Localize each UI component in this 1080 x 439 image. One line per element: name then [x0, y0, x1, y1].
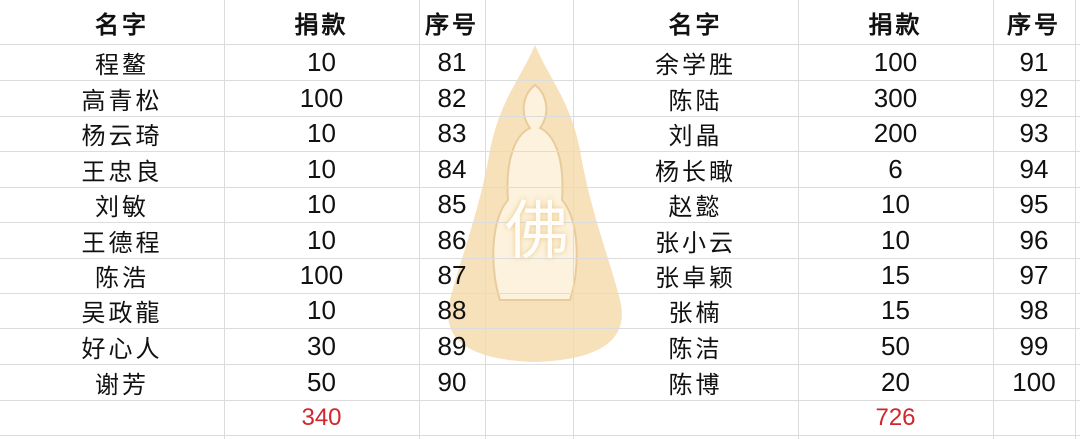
donation-amount-cell[interactable]: 10 [307, 295, 336, 325]
sequence-number-cell[interactable]: 94 [1019, 153, 1049, 184]
donation-amount-cell[interactable]: 10 [881, 224, 910, 255]
donation-amount-cell[interactable]: 50 [307, 366, 336, 397]
sequence-number-cell[interactable]: 91 [1019, 46, 1049, 77]
sequence-number-cell[interactable]: 88 [437, 295, 467, 325]
donation-amount-cell[interactable]: 10 [307, 118, 336, 148]
header-amount[interactable]: 捐款 [868, 9, 923, 39]
donor-name-cell[interactable]: 陈博 [668, 370, 723, 399]
sequence-number-cell[interactable]: 85 [437, 189, 467, 219]
donation-amount-cell[interactable]: 50 [881, 330, 910, 361]
donation-amount-cell[interactable]: 100 [299, 82, 344, 113]
donor-name-cell[interactable]: 王忠良 [81, 157, 163, 186]
donation-amount-cell[interactable]: 20 [881, 366, 910, 397]
grid-column-line [1075, 0, 1076, 439]
sequence-number-cell[interactable]: 97 [1019, 260, 1049, 290]
donation-total-cell[interactable]: 726 [875, 403, 916, 431]
sequence-number-cell[interactable]: 86 [437, 224, 467, 255]
sequence-number-cell[interactable]: 81 [437, 46, 467, 77]
grid-row-line [0, 187, 1080, 188]
header-amount[interactable]: 捐款 [294, 9, 349, 39]
grid-column-line [573, 0, 574, 439]
donor-name-cell[interactable]: 刘敏 [95, 193, 149, 221]
donor-name-cell[interactable]: 张小云 [655, 228, 736, 257]
donor-name-cell[interactable]: 陈浩 [95, 264, 149, 292]
donor-name-cell[interactable]: 王德程 [81, 228, 163, 257]
donation-total-cell[interactable]: 340 [301, 403, 342, 431]
sequence-number-cell[interactable]: 100 [1012, 366, 1056, 397]
sequence-number-cell[interactable]: 92 [1019, 82, 1049, 113]
sequence-number-cell[interactable]: 93 [1019, 118, 1049, 148]
sequence-number-cell[interactable]: 98 [1019, 295, 1049, 325]
grid-row-line [0, 400, 1080, 401]
grid-row-line [0, 328, 1080, 329]
grid-row-line [0, 151, 1080, 152]
header-name[interactable]: 名字 [95, 9, 149, 39]
donation-amount-cell[interactable]: 200 [873, 118, 918, 148]
grid-column-line [224, 0, 225, 439]
donation-amount-cell[interactable]: 10 [881, 189, 910, 219]
donor-name-cell[interactable]: 谢芳 [95, 370, 149, 399]
grid-row-line [0, 364, 1080, 365]
sequence-number-cell[interactable]: 95 [1019, 189, 1049, 219]
grid-column-line [419, 0, 420, 439]
donor-name-cell[interactable]: 张楠 [668, 299, 723, 327]
donor-name-cell[interactable]: 张卓颖 [655, 264, 736, 292]
donor-name-cell[interactable]: 杨长瞰 [655, 157, 736, 186]
grid-row-line [0, 293, 1080, 294]
grid-row-line [0, 435, 1080, 436]
sequence-number-cell[interactable]: 90 [437, 366, 467, 397]
donor-name-cell[interactable]: 吴政龍 [81, 299, 163, 327]
sequence-number-cell[interactable]: 83 [437, 118, 467, 148]
donor-name-cell[interactable]: 高青松 [81, 86, 163, 115]
donation-amount-cell[interactable]: 15 [881, 295, 910, 325]
grid-row-line [0, 44, 1080, 45]
donor-name-cell[interactable]: 陈洁 [668, 334, 723, 363]
sequence-number-cell[interactable]: 89 [437, 330, 467, 361]
donor-name-cell[interactable]: 杨云琦 [81, 122, 163, 150]
donation-amount-cell[interactable]: 100 [873, 46, 918, 77]
grid-row-line [0, 116, 1080, 117]
header-name[interactable]: 名字 [668, 9, 723, 39]
donor-name-cell[interactable]: 程鳌 [95, 50, 149, 79]
donor-name-cell[interactable]: 赵懿 [668, 193, 723, 221]
grid-row-line [0, 80, 1080, 81]
donor-name-cell[interactable]: 陈陆 [668, 86, 723, 115]
donation-amount-cell[interactable]: 15 [881, 260, 910, 290]
sequence-number-cell[interactable]: 82 [437, 82, 467, 113]
grid-row-line [0, 258, 1080, 259]
donation-amount-cell[interactable]: 300 [873, 82, 918, 113]
grid-column-line [485, 0, 486, 439]
header-seq[interactable]: 序号 [1007, 9, 1061, 39]
donor-name-cell[interactable]: 余学胜 [655, 50, 736, 79]
donation-amount-cell[interactable]: 6 [888, 153, 903, 184]
sequence-number-cell[interactable]: 96 [1019, 224, 1049, 255]
donation-amount-cell[interactable]: 10 [307, 224, 336, 255]
grid-column-line [993, 0, 994, 439]
donor-name-cell[interactable]: 刘晶 [668, 122, 723, 150]
donation-amount-cell[interactable]: 10 [307, 153, 336, 184]
sequence-number-cell[interactable]: 99 [1019, 330, 1049, 361]
donation-amount-cell[interactable]: 100 [299, 260, 344, 290]
sequence-number-cell[interactable]: 87 [437, 260, 467, 290]
sequence-number-cell[interactable]: 84 [437, 153, 467, 184]
header-seq[interactable]: 序号 [425, 9, 479, 39]
donation-amount-cell[interactable]: 10 [307, 189, 336, 219]
grid-row-line [0, 222, 1080, 223]
donation-amount-cell[interactable]: 30 [307, 330, 336, 361]
donation-amount-cell[interactable]: 10 [307, 46, 336, 77]
donor-name-cell[interactable]: 好心人 [81, 334, 163, 363]
grid-column-line [798, 0, 799, 439]
